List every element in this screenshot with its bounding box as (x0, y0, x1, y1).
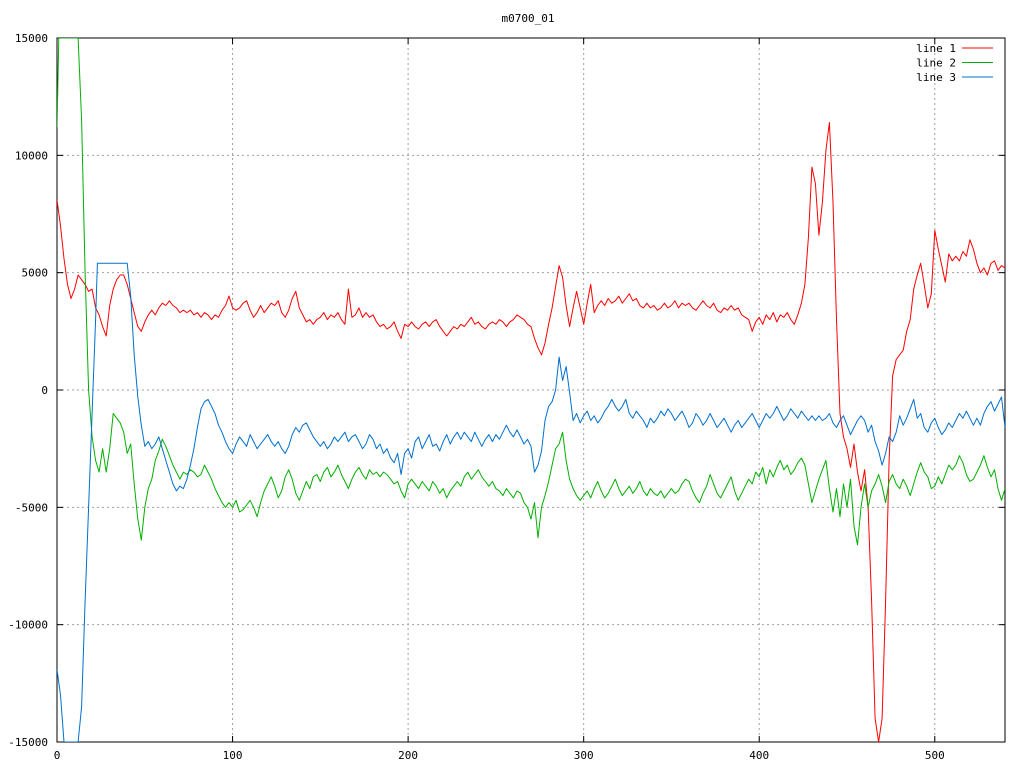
x-tick-label: 0 (54, 749, 61, 762)
y-tick-label: 15000 (15, 32, 48, 45)
x-tick-label: 100 (223, 749, 243, 762)
y-tick-label: -15000 (8, 736, 48, 749)
legend-label-1: line 1 (916, 42, 956, 55)
y-tick-label: -10000 (8, 619, 48, 632)
y-tick-label: 5000 (22, 267, 49, 280)
series-line-3 (57, 262, 1005, 742)
series-line-2 (57, 38, 1005, 546)
grid (57, 38, 1005, 742)
axis-ticks: 0 100 200 300 400 500 -15000 -10000 -5000 0 5000 10… (8, 32, 1005, 762)
x-tick-label: 200 (398, 749, 418, 762)
y-tick-label: 0 (41, 384, 48, 397)
series-line-1 (57, 122, 1005, 742)
y-tick-label: -5000 (15, 501, 48, 514)
legend-label-3: line 3 (916, 71, 956, 84)
x-tick-label: 500 (925, 749, 945, 762)
legend-label-2: line 2 (916, 57, 956, 70)
x-tick-label: 300 (574, 749, 594, 762)
series-group (57, 38, 1005, 742)
y-tick-label: 10000 (15, 149, 48, 162)
chart-title: m0700_01 (502, 12, 555, 25)
x-tick-label: 400 (749, 749, 769, 762)
